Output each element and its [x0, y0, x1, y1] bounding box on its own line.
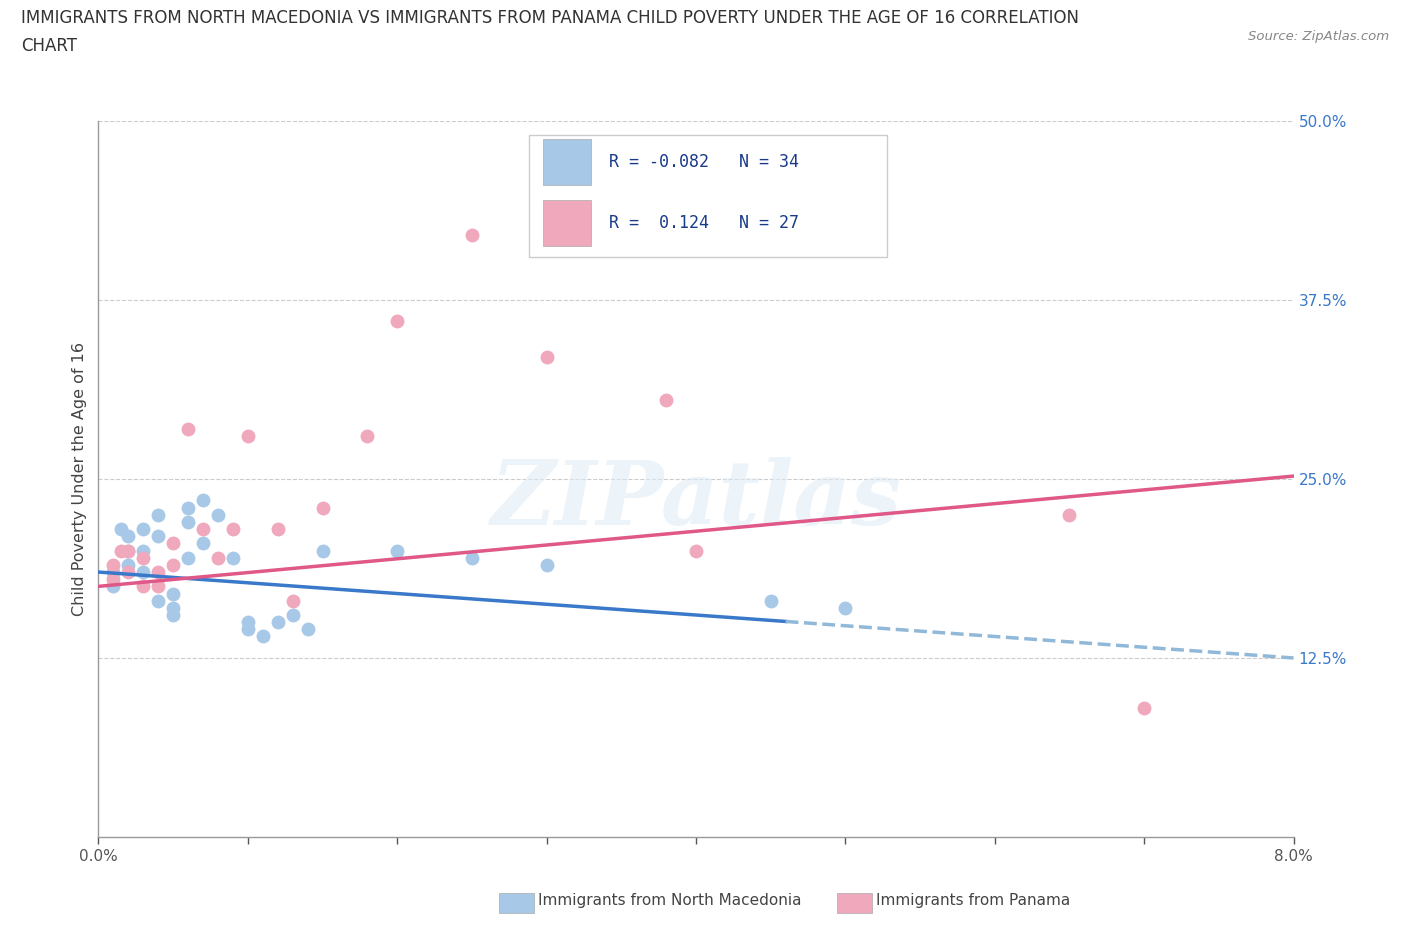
- Bar: [543, 200, 591, 246]
- Point: [759, 593, 782, 608]
- Point: [148, 565, 170, 579]
- Point: [536, 557, 558, 572]
- Point: [117, 529, 139, 544]
- Point: [177, 551, 200, 565]
- Point: [207, 551, 229, 565]
- Point: [311, 543, 333, 558]
- Point: [311, 500, 333, 515]
- Point: [162, 601, 184, 616]
- Text: R = -0.082   N = 34: R = -0.082 N = 34: [609, 153, 799, 171]
- Point: [103, 578, 125, 594]
- Point: [103, 565, 125, 579]
- Point: [685, 543, 707, 558]
- Point: [356, 429, 378, 444]
- Point: [132, 578, 155, 594]
- Point: [148, 529, 170, 544]
- Point: [536, 350, 558, 365]
- Point: [103, 557, 125, 572]
- Text: Immigrants from Panama: Immigrants from Panama: [876, 893, 1070, 908]
- Point: [162, 536, 184, 551]
- Point: [132, 522, 155, 537]
- Point: [281, 607, 304, 622]
- Point: [162, 557, 184, 572]
- Point: [177, 514, 200, 529]
- Text: IMMIGRANTS FROM NORTH MACEDONIA VS IMMIGRANTS FROM PANAMA CHILD POVERTY UNDER TH: IMMIGRANTS FROM NORTH MACEDONIA VS IMMIG…: [21, 9, 1078, 27]
- Point: [132, 565, 155, 579]
- Point: [461, 551, 484, 565]
- Point: [148, 593, 170, 608]
- Point: [117, 557, 139, 572]
- Text: Immigrants from North Macedonia: Immigrants from North Macedonia: [538, 893, 801, 908]
- Point: [162, 586, 184, 601]
- Point: [148, 578, 170, 594]
- Point: [162, 607, 184, 622]
- Point: [236, 622, 259, 637]
- Text: ZIPatlas: ZIPatlas: [491, 458, 901, 544]
- Text: R =  0.124   N = 27: R = 0.124 N = 27: [609, 214, 799, 232]
- Point: [177, 500, 200, 515]
- Y-axis label: Child Poverty Under the Age of 16: Child Poverty Under the Age of 16: [72, 342, 87, 616]
- Point: [117, 565, 139, 579]
- Point: [148, 508, 170, 523]
- Point: [103, 572, 125, 587]
- Point: [207, 508, 229, 523]
- Point: [177, 421, 200, 436]
- Point: [834, 601, 856, 616]
- Point: [252, 629, 274, 644]
- Point: [236, 429, 259, 444]
- Point: [385, 314, 409, 329]
- Point: [297, 622, 319, 637]
- Point: [191, 493, 214, 508]
- Point: [191, 536, 214, 551]
- Bar: [543, 139, 591, 185]
- Point: [267, 615, 290, 630]
- Point: [1133, 700, 1156, 715]
- Point: [110, 543, 132, 558]
- Point: [117, 543, 139, 558]
- Text: Source: ZipAtlas.com: Source: ZipAtlas.com: [1249, 30, 1389, 43]
- Point: [222, 551, 245, 565]
- Point: [461, 228, 484, 243]
- Point: [117, 543, 139, 558]
- Point: [132, 551, 155, 565]
- FancyBboxPatch shape: [529, 135, 887, 257]
- Point: [236, 615, 259, 630]
- Point: [110, 522, 132, 537]
- Point: [132, 543, 155, 558]
- Point: [385, 543, 409, 558]
- Point: [281, 593, 304, 608]
- Point: [655, 392, 678, 407]
- Point: [222, 522, 245, 537]
- Text: CHART: CHART: [21, 37, 77, 55]
- Point: [267, 522, 290, 537]
- Point: [191, 522, 214, 537]
- Point: [1059, 508, 1081, 523]
